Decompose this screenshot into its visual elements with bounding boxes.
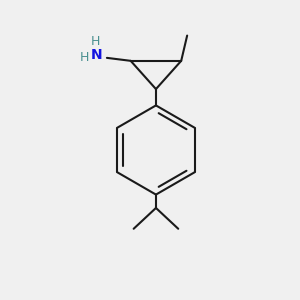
Text: N: N: [91, 48, 102, 62]
Text: H: H: [91, 35, 101, 48]
Text: H: H: [80, 51, 89, 64]
